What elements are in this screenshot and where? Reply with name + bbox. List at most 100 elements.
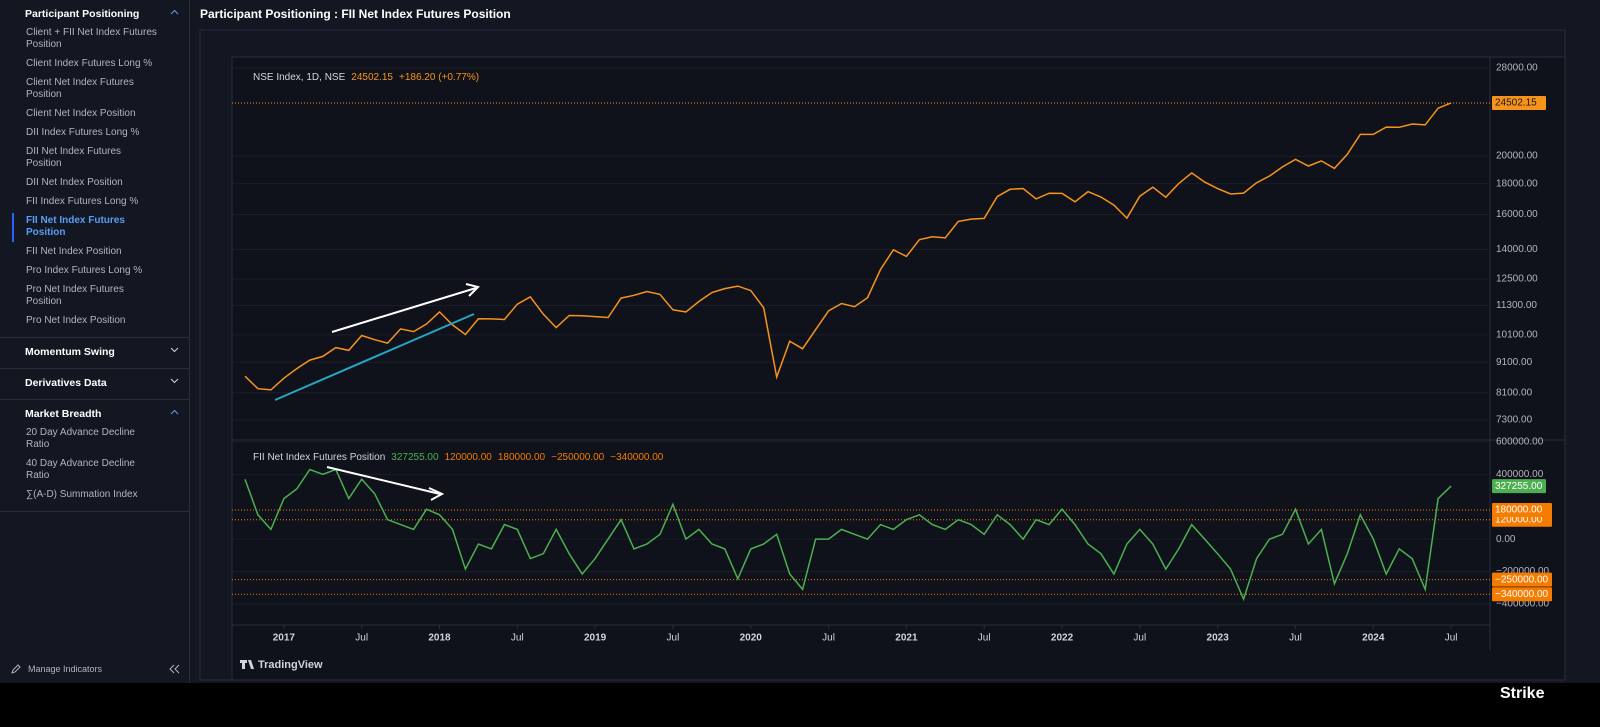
sidebar-item[interactable]: Client Net Index Position — [26, 108, 136, 119]
chart-frame — [231, 56, 1566, 681]
collapse-icon[interactable] — [168, 664, 180, 674]
last-value-label: 24502.15 — [1495, 98, 1537, 109]
legend-part: NSE Index, 1D, NSE — [253, 72, 346, 83]
pane-legend: FII Net Index Futures Position 327255.00 1… — [253, 452, 664, 463]
level-badge-label: −250000.00 — [1495, 574, 1549, 585]
sidebar-item[interactable]: DII Index Futures Long % — [26, 127, 140, 138]
y-tick-label: 14000.00 — [1496, 244, 1538, 255]
pane-legend: NSE Index, 1D, NSE 24502.15 +186.20 (+0.77… — [253, 72, 479, 83]
legend-part: −250000.00 — [551, 452, 605, 463]
legend-part: +186.20 (+0.77%) — [399, 72, 479, 83]
chevron-path — [170, 347, 179, 353]
y-tick-label: 10100.00 — [1496, 330, 1538, 341]
chevron[interactable] — [170, 347, 179, 353]
series-line — [244, 102, 1452, 391]
chevron-path — [170, 378, 179, 384]
chevron-path — [170, 409, 179, 415]
chevron[interactable] — [170, 9, 179, 15]
manage-label[interactable]: Manage Indicators — [28, 664, 103, 674]
sidebar-item[interactable]: FII Net Index Futures Position — [0, 212, 189, 243]
sidebar-item[interactable]: DII Net Index Futures Position — [26, 146, 122, 169]
level-badge-label: 180000.00 — [1495, 505, 1543, 516]
sidebar-item[interactable]: Pro Index Futures Long % — [26, 265, 143, 276]
section-title[interactable]: Market Breadth — [0, 404, 189, 424]
x-tick-label: Jul — [667, 633, 680, 644]
y-tick-label: −200000.00 — [1496, 566, 1550, 577]
chevron[interactable] — [170, 378, 179, 384]
y-tick-label: 12500.00 — [1496, 274, 1538, 285]
legend-part: 24502.15 — [351, 72, 393, 83]
level-badge-label: 120000.00 — [1495, 514, 1543, 525]
section-title[interactable]: Participant Positioning — [0, 4, 189, 24]
level-badge — [1492, 502, 1552, 517]
x-tick-label: Jul — [511, 633, 524, 644]
sidebar-item[interactable]: Client + FII Net Index Futures Position — [26, 27, 157, 50]
x-tick-label: Jul — [822, 633, 835, 644]
page-title: Participant Positioning : FII Net Index … — [200, 7, 511, 21]
sidebar-item[interactable]: FII Net Index Position — [26, 246, 122, 257]
sidebar-item[interactable]: Client Index Futures Long % — [26, 58, 153, 69]
pencil-icon — [11, 664, 21, 674]
legend-part: 120000.00 — [445, 452, 493, 463]
sidebar-item[interactable]: Pro Net Index Futures Position — [26, 284, 124, 307]
arrow-head — [428, 487, 445, 501]
x-tick-label: Jul — [1445, 633, 1458, 644]
level-badge — [1492, 587, 1552, 602]
sidebar-section: Market Breadth 20 Day Advance Decline Rat… — [0, 400, 189, 512]
footer-bar — [0, 683, 1600, 727]
sidebar-section: Momentum Swing — [0, 338, 189, 369]
level-badge — [1492, 572, 1552, 587]
y-tick-label: 0.00 — [1496, 534, 1516, 545]
level-badge-label: −340000.00 — [1495, 589, 1549, 600]
x-tick-label: Jul — [978, 633, 991, 644]
manage-indicators[interactable]: Manage Indicators — [10, 663, 180, 675]
sidebar-item[interactable]: 20 Day Advance Decline Ratio — [26, 427, 135, 450]
arrow — [326, 466, 441, 495]
y-tick-label: 7300.00 — [1496, 415, 1533, 426]
x-tick-label: 2020 — [740, 633, 763, 644]
x-tick-label: Jul — [1289, 633, 1302, 644]
chevron-path — [170, 9, 179, 15]
x-tick-label: 2024 — [1362, 633, 1385, 644]
series-line — [244, 468, 1452, 602]
provider-name: TradingView — [258, 659, 323, 671]
legend-part: 180000.00 — [498, 452, 546, 463]
section-title[interactable]: Momentum Swing — [0, 342, 189, 362]
plot: 7300.00 8100.00 9100.00 10100.00 11300.00 125… — [232, 63, 1552, 644]
chevron[interactable] — [170, 409, 179, 415]
y-tick-label: 8100.00 — [1496, 387, 1533, 398]
sidebar-section: Participant Positioning Client + FII Net … — [0, 0, 189, 338]
sidebar-item[interactable]: Pro Net Index Position — [26, 315, 126, 326]
brand: Strike — [1500, 685, 1545, 702]
sidebar-item[interactable]: Client Net Index Futures Position — [26, 77, 134, 100]
sidebar-item[interactable]: DII Net Index Position — [26, 177, 123, 188]
last-value-label: 327255.00 — [1495, 481, 1543, 492]
logo-icon — [240, 660, 254, 669]
section-title[interactable]: Derivatives Data — [0, 373, 189, 393]
x-tick-label: Jul — [355, 633, 368, 644]
sidebar-item[interactable]: FII Index Futures Long % — [26, 196, 139, 207]
trend-line — [274, 313, 475, 401]
sidebar-item[interactable]: ∑(A-D) Summation Index — [26, 489, 138, 500]
legend-part: FII Net Index Futures Position — [253, 452, 385, 463]
legend-part: 327255.00 — [391, 452, 439, 463]
y-tick-label: 9100.00 — [1496, 357, 1533, 368]
sidebar-item[interactable]: 40 Day Advance Decline Ratio — [26, 458, 135, 481]
x-tick-label: 2021 — [895, 633, 918, 644]
y-tick-label: 28000.00 — [1496, 63, 1538, 74]
drawings — [274, 283, 480, 501]
y-tick-label: 16000.00 — [1496, 209, 1538, 220]
legend-part: −340000.00 — [610, 452, 664, 463]
y-tick-label: 18000.00 — [1496, 178, 1538, 189]
last-value-badge — [1492, 479, 1546, 494]
x-tick-label: Jul — [1133, 633, 1146, 644]
x-tick-label: 2018 — [428, 633, 451, 644]
arrow — [331, 287, 477, 333]
y-tick-label: 11300.00 — [1496, 300, 1537, 311]
sidebar: Participant Positioning Client + FII Net … — [0, 0, 190, 683]
y-tick-label: −400000.00 — [1496, 599, 1550, 610]
x-tick-label: 2019 — [584, 633, 607, 644]
sidebar-section: Derivatives Data — [0, 369, 189, 400]
